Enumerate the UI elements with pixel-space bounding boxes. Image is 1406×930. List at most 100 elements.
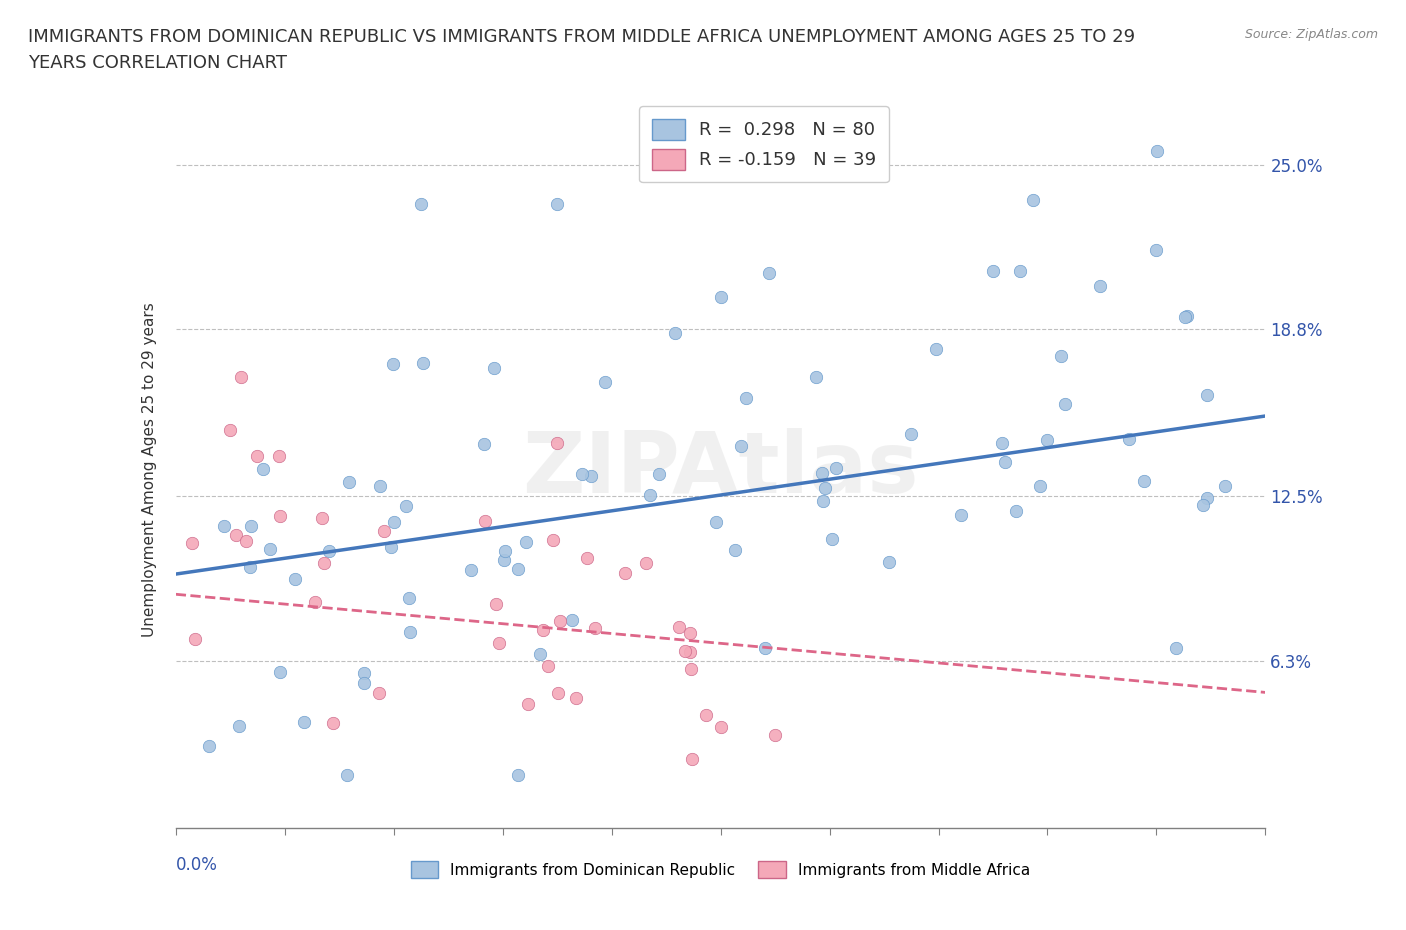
Text: 0.0%: 0.0% <box>176 857 218 874</box>
Point <box>1195 490 1218 505</box>
Point <box>1195 388 1218 403</box>
Point <box>515 534 537 549</box>
Point <box>877 554 900 569</box>
Point <box>668 620 690 635</box>
Point <box>1022 193 1045 207</box>
Point <box>679 625 702 640</box>
Point <box>758 266 780 281</box>
Point <box>579 469 602 484</box>
Point <box>488 636 510 651</box>
Point <box>337 474 360 489</box>
Point <box>409 197 432 212</box>
Point <box>494 553 516 568</box>
Point <box>1050 348 1073 363</box>
Point <box>735 391 758 405</box>
Text: IMMIGRANTS FROM DOMINICAN REPUBLIC VS IMMIGRANTS FROM MIDDLE AFRICA UNEMPLOYMENT: IMMIGRANTS FROM DOMINICAN REPUBLIC VS IM… <box>28 28 1135 73</box>
Text: ZIPAtlas: ZIPAtlas <box>522 428 920 512</box>
Point <box>1213 479 1236 494</box>
Point <box>373 524 395 538</box>
Point <box>292 715 315 730</box>
Point <box>382 515 405 530</box>
Point <box>1144 242 1167 257</box>
Point <box>543 532 565 547</box>
Point <box>506 767 529 782</box>
Point <box>246 449 269 464</box>
Point <box>730 439 752 454</box>
Point <box>494 544 516 559</box>
Point <box>754 641 776 656</box>
Point <box>695 708 717 723</box>
Point <box>304 595 326 610</box>
Point <box>548 614 571 629</box>
Point <box>710 720 733 735</box>
Point <box>704 515 727 530</box>
Point <box>664 326 686 340</box>
Point <box>564 691 586 706</box>
Point <box>811 466 834 481</box>
Point <box>1029 479 1052 494</box>
Point <box>367 685 389 700</box>
Point <box>318 544 340 559</box>
Point <box>806 369 828 384</box>
Point <box>472 436 495 451</box>
Point <box>1146 143 1168 158</box>
Legend: Immigrants from Dominican Republic, Immigrants from Middle Africa: Immigrants from Dominican Republic, Immi… <box>405 855 1036 884</box>
Point <box>547 686 569 701</box>
Point <box>219 422 242 437</box>
Point <box>225 527 247 542</box>
Point <box>235 534 257 549</box>
Point <box>647 467 669 482</box>
Point <box>485 596 508 611</box>
Point <box>814 481 837 496</box>
Point <box>398 591 420 605</box>
Point <box>673 643 696 658</box>
Point <box>353 675 375 690</box>
Point <box>1004 504 1026 519</box>
Point <box>811 494 834 509</box>
Y-axis label: Unemployment Among Ages 25 to 29 years: Unemployment Among Ages 25 to 29 years <box>142 302 157 637</box>
Point <box>576 551 599 565</box>
Point <box>474 513 496 528</box>
Point <box>398 625 420 640</box>
Point <box>1164 640 1187 655</box>
Point <box>311 511 333 525</box>
Point <box>269 448 291 463</box>
Point <box>595 374 617 389</box>
Point <box>981 263 1004 278</box>
Point <box>214 518 236 533</box>
Point <box>336 767 359 782</box>
Point <box>531 623 554 638</box>
Point <box>763 727 786 742</box>
Point <box>1191 498 1213 512</box>
Point <box>240 518 263 533</box>
Point <box>252 461 274 476</box>
Point <box>613 565 636 580</box>
Point <box>269 509 291 524</box>
Point <box>259 542 281 557</box>
Point <box>825 460 848 475</box>
Point <box>638 488 661 503</box>
Point <box>571 467 593 482</box>
Point <box>994 455 1017 470</box>
Point <box>517 697 540 711</box>
Point <box>537 658 560 673</box>
Point <box>724 542 747 557</box>
Point <box>381 357 404 372</box>
Point <box>183 631 205 646</box>
Point <box>284 571 307 586</box>
Point <box>181 536 204 551</box>
Point <box>353 665 375 680</box>
Point <box>197 738 219 753</box>
Point <box>546 197 568 212</box>
Point <box>681 662 703 677</box>
Point <box>583 621 606 636</box>
Point <box>508 562 530 577</box>
Point <box>529 647 551 662</box>
Point <box>900 426 922 441</box>
Point <box>380 539 402 554</box>
Point <box>368 479 391 494</box>
Point <box>925 342 948 357</box>
Point <box>1118 432 1140 446</box>
Point <box>821 532 844 547</box>
Point <box>1010 263 1032 278</box>
